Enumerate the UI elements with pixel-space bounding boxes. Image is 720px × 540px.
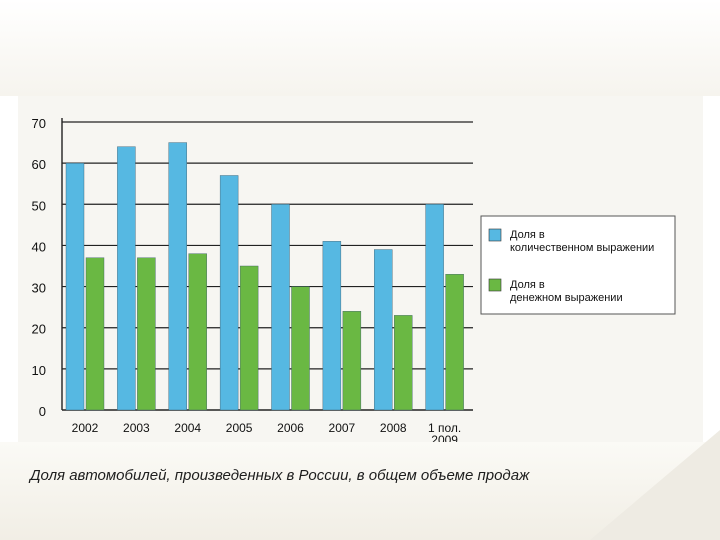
legend-swatch-quantity bbox=[488, 228, 502, 242]
legend-box bbox=[480, 215, 676, 315]
y-tick-label: 60 bbox=[32, 157, 46, 172]
bar-quantity bbox=[425, 204, 444, 411]
chart-figure: 0 10 20 30 40 50 60 70 2002 2003 2004 2005 2006 2007… bbox=[18, 96, 703, 442]
figure-caption: Доля автомобилей, произведенных в России… bbox=[30, 467, 530, 484]
y-tick-label: 70 bbox=[32, 116, 46, 131]
bar-chart: 0 10 20 30 40 50 60 70 2002 2003 2004 2005 2006 2007… bbox=[32, 116, 676, 442]
bar-money bbox=[342, 311, 362, 411]
bar-money bbox=[137, 257, 156, 411]
legend-swatch-money bbox=[488, 278, 502, 292]
bar-quantity bbox=[117, 146, 136, 411]
y-tick-label: 10 bbox=[32, 363, 46, 378]
bar-quantity bbox=[322, 241, 342, 411]
bar-quantity bbox=[65, 162, 85, 411]
x-tick-label: 2006 bbox=[277, 421, 304, 435]
y-tick-label: 20 bbox=[32, 322, 46, 337]
bar-money bbox=[239, 265, 259, 411]
bars bbox=[65, 142, 464, 411]
x-tick-label: 1 пол. 2009 bbox=[428, 421, 461, 442]
bar-quantity bbox=[374, 249, 393, 411]
legend-label-money: Доля в денежном выражении bbox=[510, 279, 623, 304]
bar-quantity bbox=[271, 204, 290, 411]
x-tick-label: 2002 bbox=[72, 421, 99, 435]
legend-label-quantity: Доля в количественном выражении bbox=[510, 229, 654, 254]
bar-money bbox=[85, 257, 105, 411]
bar-quantity bbox=[219, 175, 239, 411]
bar-money bbox=[445, 274, 464, 411]
bar-money bbox=[188, 253, 207, 411]
x-tick-label: 2007 bbox=[329, 421, 356, 435]
y-tick-labels: 0 10 20 30 40 50 60 70 bbox=[32, 116, 46, 419]
legend: Доля в количественном выражении Доля в дене… bbox=[480, 215, 676, 315]
x-tick-label: 2003 bbox=[123, 421, 150, 435]
x-tick-label: 2008 bbox=[380, 421, 407, 435]
bar-quantity bbox=[168, 142, 187, 411]
x-tick-labels: 2002 2003 2004 2005 2006 2007 2008 1 пол. 2009 bbox=[72, 421, 462, 442]
bar-money bbox=[291, 286, 310, 411]
slide-top-band bbox=[0, 0, 720, 96]
bar-money bbox=[394, 315, 413, 411]
y-tick-label: 50 bbox=[32, 198, 46, 213]
x-tick-label: 2004 bbox=[174, 421, 201, 435]
y-tick-label: 0 bbox=[39, 404, 46, 419]
slide-corner-decoration bbox=[590, 430, 720, 540]
x-tick-label: 2005 bbox=[226, 421, 253, 435]
y-tick-label: 30 bbox=[32, 281, 46, 296]
y-tick-label: 40 bbox=[32, 239, 46, 254]
